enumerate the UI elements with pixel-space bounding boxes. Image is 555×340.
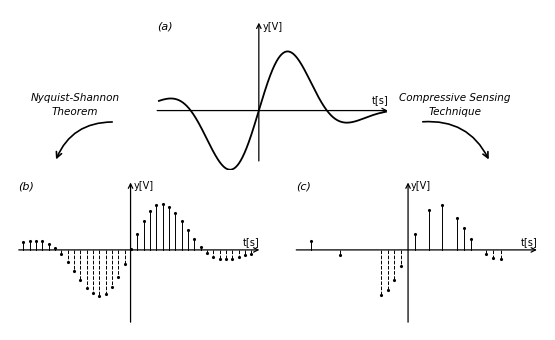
Text: Nyquist-Shannon
Theorem: Nyquist-Shannon Theorem bbox=[31, 94, 119, 117]
Text: t[s]: t[s] bbox=[371, 96, 388, 105]
Text: (a): (a) bbox=[157, 22, 172, 32]
Text: y[V]: y[V] bbox=[411, 181, 431, 191]
Text: (c): (c) bbox=[296, 181, 311, 191]
Text: y[V]: y[V] bbox=[263, 22, 282, 32]
Text: t[s]: t[s] bbox=[521, 237, 537, 247]
Text: Compressive Sensing
Technique: Compressive Sensing Technique bbox=[399, 94, 511, 117]
Text: y[V]: y[V] bbox=[134, 181, 154, 191]
Text: t[s]: t[s] bbox=[243, 237, 260, 247]
Text: (b): (b) bbox=[18, 181, 34, 191]
